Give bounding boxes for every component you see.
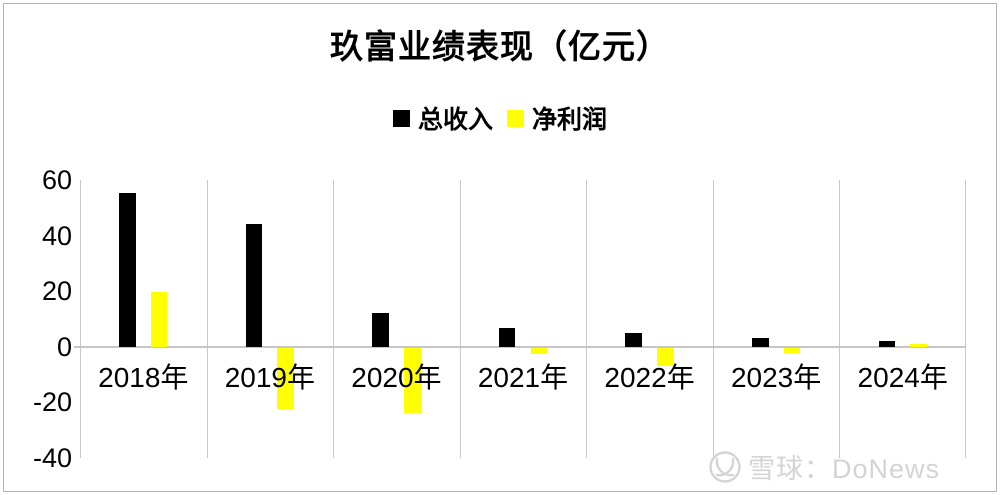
bar-总收入-2018年 <box>119 192 136 347</box>
bar-净利润-2019年 <box>277 347 294 409</box>
bar-总收入-2019年 <box>245 223 263 347</box>
legend-swatch-revenue <box>392 109 410 127</box>
chart-title: 玖富业绩表现（亿元） <box>330 28 670 65</box>
x-axis-labels: 2018年 2019年 2020年 2021年 2022年 2023年 2024年 <box>80 361 966 395</box>
watermark: 雪球：DoNews <box>708 447 940 486</box>
legend-swatch-profit <box>507 109 524 127</box>
legend-label-revenue: 总收入 <box>417 106 493 134</box>
x-category-label: 2020年 <box>351 362 442 393</box>
y-tick-label: 60 <box>41 165 72 195</box>
vertical-gridline <box>206 180 208 458</box>
y-tick-label: 20 <box>41 276 72 307</box>
legend-item-profit: 净利润 <box>507 100 607 136</box>
watermark-text: 雪球：DoNews <box>747 454 940 484</box>
y-tick-label: 40 <box>41 220 72 251</box>
vertical-gridline <box>839 180 841 458</box>
x-category-label: 2022年 <box>604 362 695 393</box>
bar-总收入-2021年 <box>498 328 516 347</box>
x-category-label: 2024年 <box>857 362 948 393</box>
bar-总收入-2020年 <box>372 312 389 347</box>
y-tick-label: -40 <box>32 443 72 473</box>
x-category-label: 2018年 <box>98 362 189 393</box>
vertical-gridline <box>586 180 588 458</box>
xueqiu-snowball-logo-icon <box>709 450 741 483</box>
plot-area <box>74 180 966 458</box>
bar-净利润-2022年 <box>657 347 674 366</box>
vertical-gridline <box>333 180 335 458</box>
x-category-label: 2023年 <box>730 362 822 393</box>
vertical-gridline <box>80 180 81 458</box>
chart-legend: 总收入 净利润 <box>0 100 1000 136</box>
vertical-gridline <box>459 180 461 458</box>
y-axis: 60 40 20 0 -20 -40 <box>0 0 72 495</box>
bar-总收入-2024年 <box>878 340 896 347</box>
bar-净利润-2021年 <box>530 347 548 355</box>
zero-axis-line <box>74 345 966 348</box>
bar-总收入-2022年 <box>625 332 643 347</box>
bar-净利润-2024年 <box>910 344 927 347</box>
vertical-gridline <box>712 180 714 458</box>
bar-净利润-2023年 <box>783 347 801 354</box>
bar-净利润-2018年 <box>150 291 168 347</box>
x-category-label: 2021年 <box>477 362 569 393</box>
x-category-label: 2019年 <box>224 362 315 393</box>
y-tick-label: 0 <box>56 331 72 362</box>
bar-净利润-2020年 <box>403 347 421 413</box>
legend-item-revenue: 总收入 <box>392 100 493 136</box>
vertical-gridline <box>965 180 966 458</box>
y-tick-label: -20 <box>32 387 72 418</box>
bar-总收入-2023年 <box>752 337 769 347</box>
legend-label-profit: 净利润 <box>532 106 608 134</box>
